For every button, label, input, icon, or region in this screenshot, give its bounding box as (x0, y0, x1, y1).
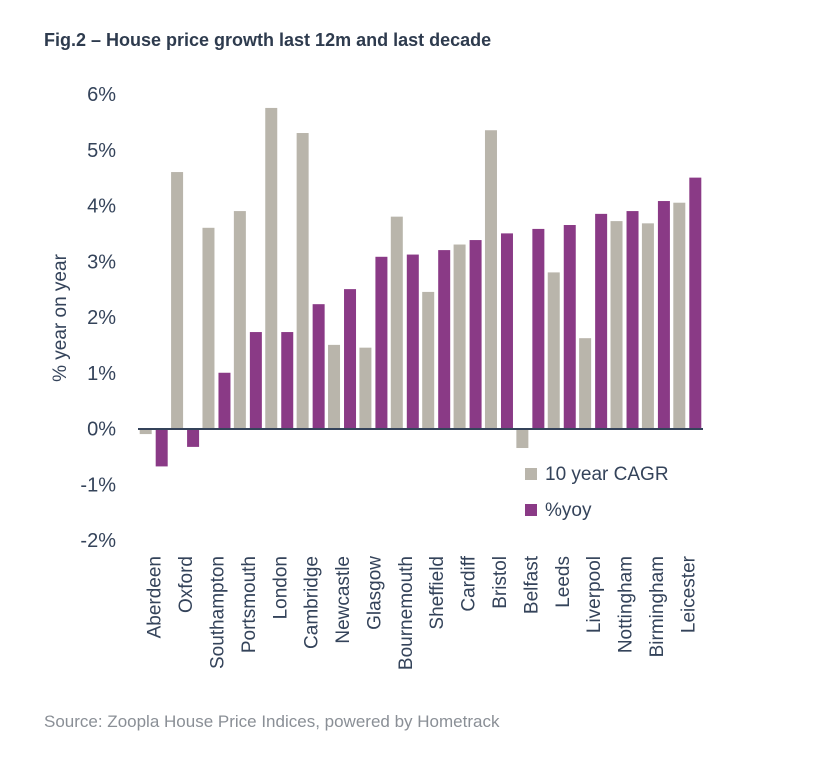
bar-10yr-cagr (610, 221, 623, 429)
bar-yoy (469, 240, 482, 429)
y-tick-label: -2% (80, 530, 116, 552)
bar-10yr-cagr (484, 130, 497, 429)
x-tick-label: Southampton (207, 556, 228, 669)
bar-yoy (218, 372, 231, 429)
y-axis-label: % year on year (50, 253, 71, 381)
bar-yoy (375, 256, 388, 429)
y-tick-label: 3% (87, 251, 116, 273)
x-axis-labels: Aberdeen Oxford Southampton Portsmouth Londo… (145, 555, 700, 670)
x-tick-label: Newcastle (333, 556, 354, 644)
x-tick-label: Oxford (176, 556, 197, 613)
bar-10yr-cagr (579, 338, 592, 429)
bar-10yr-cagr (171, 172, 184, 429)
bar-10yr-cagr (296, 133, 309, 429)
bar-yoy (689, 177, 702, 429)
bar-yoy (155, 428, 168, 467)
x-tick-label: Belfast (521, 555, 542, 614)
y-tick-label: 2% (87, 307, 116, 329)
x-tick-label: Bristol (490, 556, 511, 609)
bar-10yr-cagr (547, 272, 560, 429)
y-tick-label: 6% (87, 84, 116, 106)
bar-yoy (657, 201, 670, 429)
bar-series (139, 107, 702, 467)
bar-10yr-cagr (673, 202, 686, 429)
bar-10yr-cagr (516, 428, 529, 449)
legend-swatch (525, 468, 537, 480)
y-tick-label: 0% (87, 419, 116, 441)
bar-10yr-cagr (359, 347, 372, 429)
bar-yoy (249, 332, 262, 429)
bar-10yr-cagr (390, 216, 403, 429)
bar-yoy (500, 233, 513, 429)
bar-yoy (563, 225, 576, 429)
bar-10yr-cagr (139, 428, 152, 435)
bar-yoy (438, 250, 451, 429)
bar-yoy (281, 332, 294, 429)
x-tick-label: Nottingham (616, 556, 637, 653)
y-tick-label: 4% (87, 196, 116, 218)
y-tick-label: 5% (87, 140, 116, 162)
x-tick-label: Sheffield (427, 556, 448, 630)
bar-chart: -2% -1% 0% 1% 2% 3% 4% 5% 6% Aberdeen Oxford South… (50, 84, 703, 670)
bar-10yr-cagr (453, 244, 466, 429)
y-tick-label: -1% (80, 474, 116, 496)
bar-10yr-cagr (233, 211, 246, 429)
bar-10yr-cagr (265, 107, 278, 429)
x-tick-label: Cardiff (459, 555, 480, 611)
x-tick-label: Aberdeen (145, 556, 166, 638)
bar-10yr-cagr (422, 291, 435, 429)
bar-10yr-cagr (641, 223, 654, 429)
bar-yoy (187, 428, 200, 447)
legend-label: %yoy (545, 500, 592, 521)
legend-swatch (525, 504, 537, 516)
x-tick-label: Cambridge (302, 556, 323, 649)
bar-10yr-cagr (202, 227, 215, 429)
y-tick-label: 1% (87, 363, 116, 385)
legend: 10 year CAGR %yoy (525, 464, 669, 521)
chart-title: Fig.2 – House price growth last 12m and … (44, 30, 492, 50)
bar-yoy (626, 211, 639, 429)
bar-yoy (532, 228, 545, 429)
bar-yoy (344, 289, 357, 429)
x-tick-label: Leeds (553, 556, 574, 608)
source-note: Source: Zoopla House Price Indices, powe… (44, 712, 500, 731)
x-tick-label: Birmingham (647, 556, 668, 657)
x-tick-label: Liverpool (584, 556, 605, 633)
bar-yoy (406, 254, 419, 429)
x-tick-label: Glasgow (364, 556, 385, 630)
bar-10yr-cagr (328, 344, 341, 429)
y-axis-ticks: -2% -1% 0% 1% 2% 3% 4% 5% 6% (80, 84, 116, 552)
x-tick-label: London (270, 556, 291, 619)
x-tick-label: Bournemouth (396, 556, 417, 670)
bar-yoy (312, 304, 325, 429)
x-tick-label: Portsmouth (239, 556, 260, 653)
x-tick-label: Leicester (678, 555, 699, 633)
legend-label: 10 year CAGR (545, 464, 669, 485)
bar-yoy (595, 213, 608, 429)
